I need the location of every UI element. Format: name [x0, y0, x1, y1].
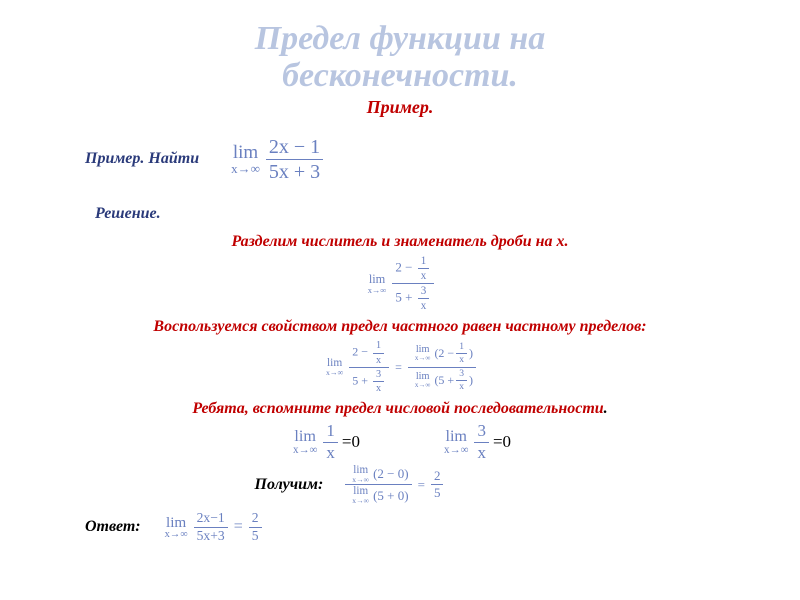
- solution-label: Решение.: [95, 205, 800, 223]
- step3-text: Ребята, вспомните предел числовой послед…: [0, 400, 800, 418]
- got-label: Получим:: [255, 476, 324, 494]
- step1-formula: lim x→∞ 2 − 1 x 5 + 3 x: [0, 255, 800, 313]
- answer-label: Ответ:: [85, 518, 141, 536]
- title-line2: бесконечности.: [282, 57, 518, 94]
- step1-text: Разделим числитель и знаменатель дроби н…: [0, 233, 800, 251]
- find-label: Пример. Найти: [85, 150, 199, 168]
- main-fraction: 2x − 1 5x + 3: [266, 136, 323, 183]
- answer-formula: lim x→∞ 2x−1 5x+3 = 2 5: [161, 511, 264, 544]
- lim-3-over-x: lim x→∞ 3 x =0: [440, 422, 511, 462]
- got-formula: lim x→∞ (2 − 0) lim x→∞ (5 + 0) = 2 5: [343, 465, 445, 505]
- page-title: Предел функции на бесконечности.: [0, 0, 800, 95]
- title-line1: Предел функции на: [255, 20, 546, 57]
- lim-1-over-x: lim x→∞ 1 x =0: [289, 422, 360, 462]
- small-limits-row: lim x→∞ 1 x =0 lim x→∞ 3 x =0: [0, 422, 800, 462]
- main-limit-formula: lim x→∞ 2x − 1 5x + 3: [227, 136, 325, 183]
- step2-formula: lim x→∞ 2 − 1 x 5 + 3 x =: [0, 340, 800, 394]
- got-row: Получим: lim x→∞ (2 − 0) lim x→∞ (5 + 0)…: [0, 465, 800, 505]
- step2-text: Воспользуемся свойством предел частного …: [0, 318, 800, 336]
- find-row: Пример. Найти lim x→∞ 2x − 1 5x + 3: [85, 136, 800, 183]
- subtitle: Пример.: [0, 97, 800, 118]
- answer-row: Ответ: lim x→∞ 2x−1 5x+3 = 2 5: [85, 511, 800, 544]
- lim-symbol: lim x→∞: [231, 143, 260, 175]
